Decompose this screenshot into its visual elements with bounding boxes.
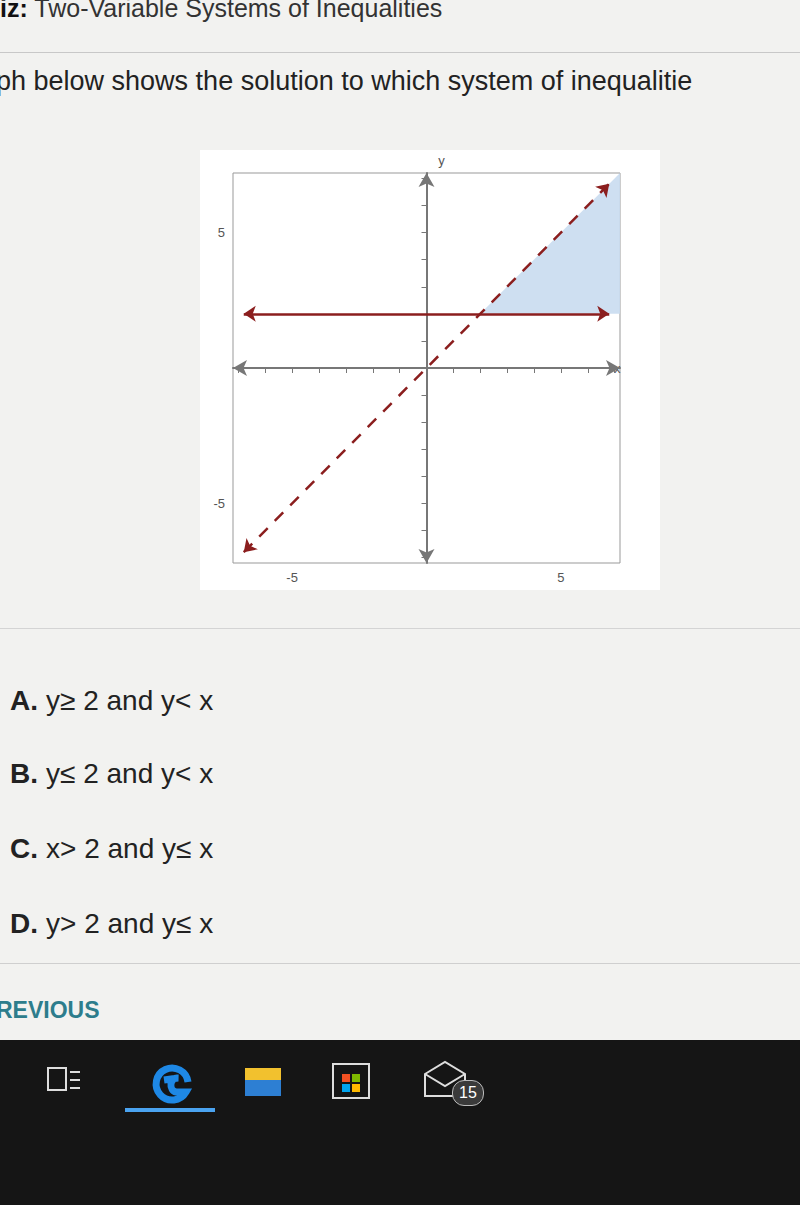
svg-text:-5: -5 xyxy=(213,496,225,511)
html-text:15: 15 xyxy=(459,1084,477,1101)
html-text:D. y> 2 and y≤ x: D. y> 2 and y≤ x xyxy=(10,908,214,939)
svg-text:x: x xyxy=(614,360,621,376)
svg-text:5: 5 xyxy=(218,225,225,240)
html-text:B. y≤ 2 and y< x: B. y≤ 2 and y< x xyxy=(10,758,214,789)
html-text:A. y≥ 2 and y< x: A. y≥ 2 and y< x xyxy=(10,685,214,716)
svg-text:-5: -5 xyxy=(286,570,298,585)
svg-text:5: 5 xyxy=(557,570,564,585)
html-text:C. x> 2 and y≤ x: C. x> 2 and y≤ x xyxy=(10,833,214,864)
svg-text:y: y xyxy=(438,153,445,168)
